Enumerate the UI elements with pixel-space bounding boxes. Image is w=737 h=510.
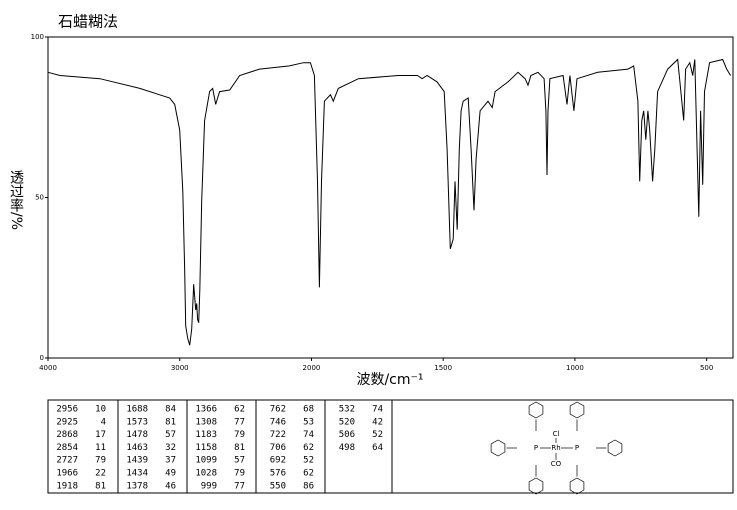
phenyl-ring <box>569 401 585 419</box>
peak-wavenumber: 1099 <box>195 456 217 466</box>
peak-wavenumber: 762 <box>270 405 286 415</box>
peak-wavenumber: 506 <box>339 430 355 440</box>
x-tick-label: 1000 <box>566 364 584 372</box>
peak-wavenumber: 1028 <box>195 469 217 479</box>
y-tick-label: 100 <box>31 33 44 41</box>
peak-wavenumber: 498 <box>339 443 355 453</box>
y-axis-label: 透过率/% <box>8 170 24 230</box>
peak-transmittance: 11 <box>95 443 106 453</box>
peak-transmittance: 49 <box>165 469 176 479</box>
peak-transmittance: 79 <box>234 469 245 479</box>
spectrum-line <box>47 58 732 346</box>
peak-transmittance: 74 <box>303 430 314 440</box>
peak-transmittance: 68 <box>303 405 314 415</box>
peak-wavenumber: 1308 <box>195 417 217 427</box>
atom-label: P <box>575 444 579 452</box>
peak-transmittance: 64 <box>372 443 383 453</box>
atom-label: P <box>534 444 538 452</box>
peak-transmittance: 81 <box>165 417 176 427</box>
peak-transmittance: 74 <box>372 405 383 415</box>
peak-wavenumber: 576 <box>270 469 286 479</box>
x-tick-label: 1500 <box>434 364 452 372</box>
peak-transmittance: 79 <box>95 456 106 466</box>
peak-transmittance: 81 <box>95 481 106 491</box>
peak-transmittance: 62 <box>303 469 314 479</box>
y-tick-label: 0 <box>40 354 44 362</box>
peak-transmittance: 4 <box>101 417 106 427</box>
peak-transmittance: 52 <box>303 456 314 466</box>
peak-transmittance: 84 <box>165 405 176 415</box>
peak-transmittance: 81 <box>234 443 245 453</box>
atom-label: CO <box>551 460 562 468</box>
peak-transmittance: 52 <box>372 430 383 440</box>
peak-wavenumber: 1439 <box>126 456 148 466</box>
peak-transmittance: 53 <box>303 417 314 427</box>
phenyl-ring <box>569 477 585 495</box>
peak-wavenumber: 1183 <box>195 430 217 440</box>
peak-wavenumber: 2854 <box>56 443 78 453</box>
peak-wavenumber: 2727 <box>56 456 78 466</box>
phenyl-ring <box>528 401 544 419</box>
peak-transmittance: 32 <box>165 443 176 453</box>
peak-wavenumber: 1478 <box>126 430 148 440</box>
x-tick-label: 500 <box>700 364 713 372</box>
peak-wavenumber: 2956 <box>56 405 78 415</box>
peak-wavenumber: 1966 <box>56 469 78 479</box>
peak-transmittance: 10 <box>95 405 106 415</box>
chart-title: 石蜡糊法 <box>58 13 118 31</box>
peak-wavenumber: 692 <box>270 456 286 466</box>
structure: Cl Rh CO P P <box>490 401 623 495</box>
peak-wavenumber: 999 <box>201 481 217 491</box>
peak-transmittance: 46 <box>165 481 176 491</box>
peak-transmittance: 62 <box>234 405 245 415</box>
x-axis-label: 波数/cm⁻¹ <box>356 372 423 388</box>
peak-transmittance: 57 <box>234 456 245 466</box>
phenyl-ring <box>490 439 506 457</box>
peak-wavenumber: 1688 <box>126 405 148 415</box>
peak-wavenumber: 1918 <box>56 481 78 491</box>
peak-wavenumber: 706 <box>270 443 286 453</box>
peak-wavenumber: 1573 <box>126 417 148 427</box>
phenyl-ring <box>528 477 544 495</box>
peak-transmittance: 77 <box>234 481 245 491</box>
peak-wavenumber: 1366 <box>195 405 217 415</box>
peak-transmittance: 17 <box>95 430 106 440</box>
peak-wavenumber: 550 <box>270 481 286 491</box>
x-tick-label: 2000 <box>303 364 321 372</box>
peak-wavenumber: 1434 <box>126 469 148 479</box>
peak-wavenumber: 746 <box>270 417 286 427</box>
peak-wavenumber: 2868 <box>56 430 78 440</box>
x-tick-label: 4000 <box>39 364 57 372</box>
peak-transmittance: 37 <box>165 456 176 466</box>
peak-wavenumber: 520 <box>339 417 355 427</box>
peak-transmittance: 77 <box>234 417 245 427</box>
peak-wavenumber: 2925 <box>56 417 78 427</box>
peak-wavenumber: 1378 <box>126 481 148 491</box>
peak-wavenumber: 1463 <box>126 443 148 453</box>
peak-transmittance: 86 <box>303 481 314 491</box>
peak-transmittance: 79 <box>234 430 245 440</box>
peak-wavenumber: 1158 <box>195 443 217 453</box>
peak-transmittance: 62 <box>303 443 314 453</box>
plot-frame <box>47 36 734 359</box>
atom-label: Rh <box>551 444 560 452</box>
peak-transmittance: 22 <box>95 469 106 479</box>
peak-wavenumber: 722 <box>270 430 286 440</box>
y-tick-label: 50 <box>35 194 44 202</box>
phenyl-ring <box>607 439 623 457</box>
atom-label: Cl <box>553 430 560 438</box>
peak-wavenumber: 532 <box>339 405 355 415</box>
peak-transmittance: 57 <box>165 430 176 440</box>
x-tick-label: 3000 <box>171 364 189 372</box>
peak-transmittance: 42 <box>372 417 383 427</box>
peak-table-frame <box>47 399 734 494</box>
